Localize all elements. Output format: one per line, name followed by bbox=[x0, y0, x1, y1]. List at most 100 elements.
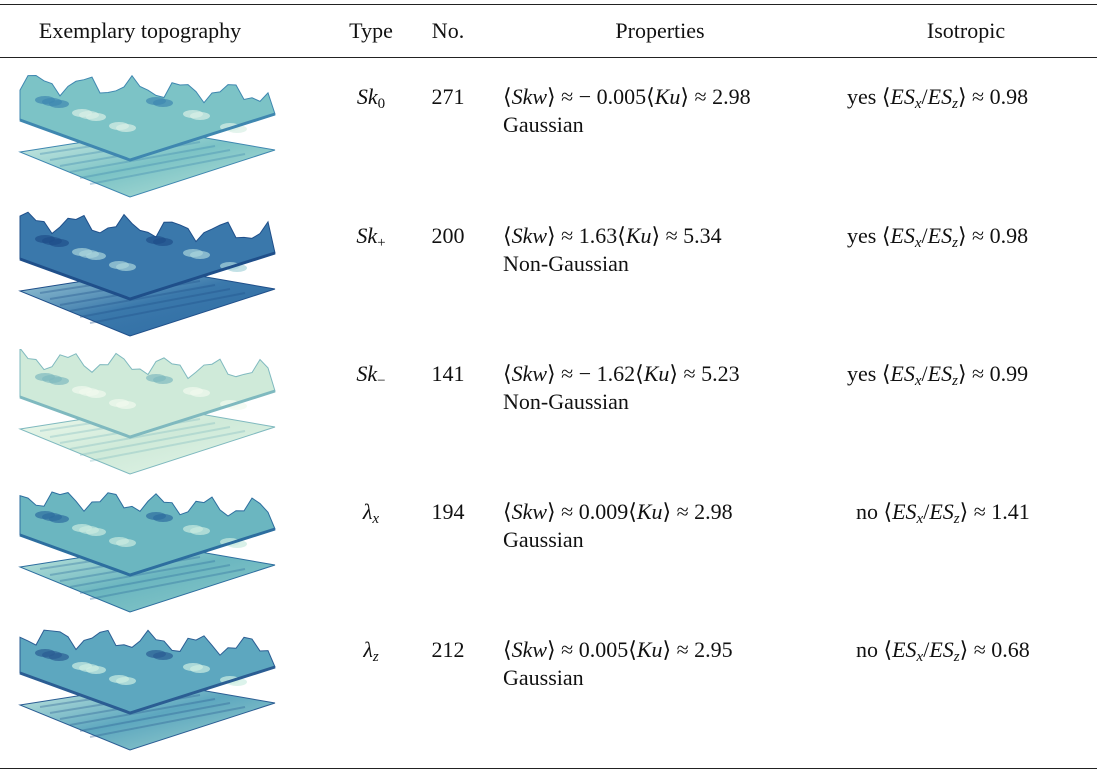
isotropic-cell: yes ⟨ESx/ESz⟩ ≈ 0.99 bbox=[847, 361, 1029, 389]
kurtosis: ⟨Ku⟩ ≈ 5.23 bbox=[635, 361, 740, 386]
top-rule bbox=[0, 4, 1097, 5]
properties-line: ⟨Skw⟩ ≈ − 0.005⟨Ku⟩ ≈ 2.98 bbox=[503, 84, 751, 110]
number-cell: 200 bbox=[431, 223, 465, 248]
isotropic-answer: yes bbox=[847, 361, 877, 386]
surface bbox=[19, 491, 276, 576]
spacing-ratio: ⟨ESx/ESz⟩ ≈ 0.98 bbox=[881, 223, 1029, 251]
surface-highlight bbox=[49, 239, 69, 247]
header-cell: Type bbox=[349, 18, 393, 43]
base-streak bbox=[89, 706, 246, 738]
type-cell: Sk+ bbox=[356, 223, 385, 251]
type-subscript: − bbox=[377, 373, 386, 389]
header-rule bbox=[0, 57, 1097, 58]
skewness: ⟨Skw⟩ ≈ − 0.005 bbox=[503, 84, 647, 109]
surface-highlight bbox=[190, 112, 210, 120]
spacing-ratio: ⟨ESx/ESz⟩ ≈ 0.68 bbox=[883, 637, 1030, 665]
surface-highlight bbox=[153, 376, 173, 384]
base-streak bbox=[69, 284, 216, 312]
spacing-ratio: ⟨ESx/ESz⟩ ≈ 0.99 bbox=[881, 361, 1029, 389]
surface-highlight bbox=[49, 515, 69, 523]
type-sub: + bbox=[377, 235, 385, 251]
topography-image bbox=[18, 349, 276, 475]
type-cell: Sk0 bbox=[356, 84, 386, 112]
type-subscript: 0 bbox=[377, 96, 386, 112]
base-streak bbox=[79, 426, 231, 456]
number-cell: 271 bbox=[431, 84, 465, 109]
base-streak bbox=[69, 560, 216, 588]
distribution: Gaussian bbox=[503, 527, 584, 552]
spacing-ratio: ⟨ESx/ESz⟩ ≈ 0.98 bbox=[881, 84, 1029, 112]
surface-highlight bbox=[116, 677, 136, 685]
header-cell: Properties bbox=[615, 18, 705, 43]
surface-highlight bbox=[116, 539, 136, 547]
isotropic-cell: yes ⟨ESx/ESz⟩ ≈ 0.98 bbox=[847, 84, 1029, 112]
distribution: Non-Gaussian bbox=[503, 251, 629, 276]
properties-line: ⟨Skw⟩ ≈ 1.63⟨Ku⟩ ≈ 5.34 bbox=[503, 223, 722, 249]
surface-highlight bbox=[190, 527, 210, 535]
isotropic-answer: no bbox=[856, 499, 878, 524]
kurtosis: ⟨Ku⟩ ≈ 2.98 bbox=[628, 499, 733, 524]
base-streak bbox=[69, 145, 216, 173]
surface-highlight bbox=[153, 99, 173, 107]
isotropic-cell: yes ⟨ESx/ESz⟩ ≈ 0.98 bbox=[847, 223, 1029, 251]
surface bbox=[19, 629, 276, 714]
base-streak bbox=[89, 153, 246, 185]
base-streak bbox=[79, 564, 231, 594]
base-streak bbox=[69, 698, 216, 726]
surface-highlight bbox=[153, 514, 173, 522]
surface bbox=[19, 74, 276, 161]
number-cell: 194 bbox=[431, 499, 465, 524]
properties-line: ⟨Skw⟩ ≈ 0.005⟨Ku⟩ ≈ 2.95 bbox=[503, 637, 733, 663]
distribution: Non-Gaussian bbox=[503, 389, 629, 414]
surface-edge bbox=[19, 251, 276, 301]
isotropic-answer: yes bbox=[847, 223, 877, 248]
base-streak bbox=[89, 430, 246, 462]
surface-highlight bbox=[116, 401, 136, 409]
type-cell: Sk− bbox=[356, 361, 385, 389]
number-cell: 212 bbox=[431, 637, 465, 662]
surface-highlight bbox=[86, 113, 106, 121]
surface-highlight bbox=[86, 666, 106, 674]
type-cell: λz bbox=[363, 637, 378, 665]
type-subscript: x bbox=[372, 511, 380, 527]
properties-line: ⟨Skw⟩ ≈ − 1.62⟨Ku⟩ ≈ 5.23 bbox=[503, 361, 740, 387]
type-sub: 0 bbox=[378, 96, 386, 112]
header-cell: No. bbox=[431, 18, 465, 43]
surface-edge bbox=[19, 665, 276, 715]
surface-edge bbox=[19, 527, 276, 577]
topography-image bbox=[18, 211, 276, 337]
topography-image bbox=[18, 491, 276, 613]
skewness: ⟨Skw⟩ ≈ 0.009 bbox=[503, 499, 629, 524]
surface-highlight bbox=[49, 653, 69, 661]
kurtosis: ⟨Ku⟩ ≈ 2.98 bbox=[646, 84, 751, 109]
type-sub: − bbox=[377, 373, 385, 389]
surface-highlight bbox=[86, 390, 106, 398]
skewness: ⟨Skw⟩ ≈ 0.005 bbox=[503, 637, 629, 662]
isotropic-cell: no ⟨ESx/ESz⟩ ≈ 0.68 bbox=[856, 637, 1030, 665]
spacing-ratio: ⟨ESx/ESz⟩ ≈ 1.41 bbox=[883, 499, 1030, 527]
topography-image bbox=[18, 629, 276, 751]
type-subscript: + bbox=[377, 235, 386, 251]
type-sub: x bbox=[372, 511, 379, 527]
base-streak bbox=[79, 288, 231, 318]
surface-highlight bbox=[153, 238, 173, 246]
surface-highlight bbox=[49, 100, 69, 108]
skewness: ⟨Skw⟩ ≈ 1.63 bbox=[503, 223, 618, 248]
type-base: Sk bbox=[356, 223, 378, 248]
surface-edge bbox=[19, 389, 276, 439]
base-streak bbox=[79, 702, 231, 732]
type-cell: λx bbox=[363, 499, 379, 527]
header-cell: Exemplary topography bbox=[38, 18, 242, 43]
isotropic-cell: no ⟨ESx/ESz⟩ ≈ 1.41 bbox=[856, 499, 1030, 527]
surface-edge bbox=[19, 112, 276, 162]
base-streak bbox=[79, 149, 231, 179]
surface bbox=[19, 211, 276, 300]
base-streak bbox=[69, 422, 216, 450]
base-streak bbox=[89, 568, 246, 600]
surface-highlight bbox=[153, 652, 173, 660]
surface-highlight bbox=[86, 252, 106, 260]
kurtosis: ⟨Ku⟩ ≈ 5.34 bbox=[617, 223, 722, 248]
surface-highlight bbox=[116, 263, 136, 271]
type-base: Sk bbox=[356, 84, 378, 109]
